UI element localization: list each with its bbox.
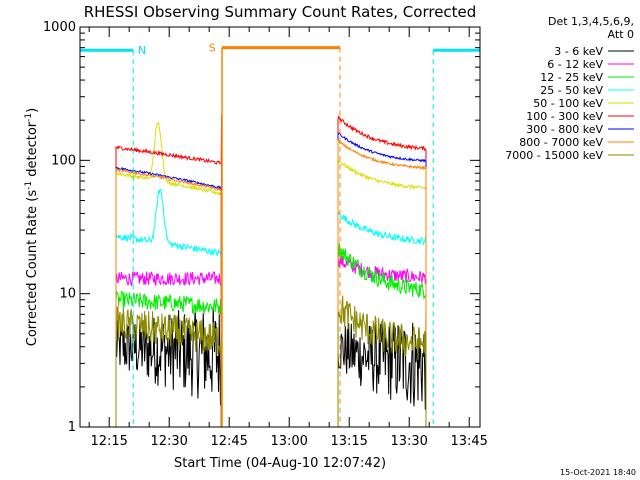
- legend-label: 800 - 7000 keV: [519, 136, 603, 149]
- legend-header-line2: Att 0: [608, 28, 634, 41]
- series-line-2-0: [115, 290, 222, 427]
- y-tick-label: 1: [68, 420, 76, 435]
- night-flag-label: N: [138, 44, 146, 57]
- y-tick-label: 1000: [43, 20, 76, 35]
- x-tick-label: 13:00: [270, 434, 307, 449]
- timestamp: 15-Oct-2021 18:40: [560, 468, 636, 477]
- y-axis-label-sup1: -1: [24, 181, 34, 190]
- y-axis-label-mid: detector: [25, 121, 40, 181]
- series-line-6-1: [337, 132, 427, 427]
- legend-label: 12 - 25 keV: [540, 71, 603, 84]
- y-axis-label-main: Corrected Count Rate (s: [25, 190, 40, 347]
- series-7: [115, 139, 427, 427]
- legend-label: 6 - 12 keV: [547, 58, 603, 71]
- x-axis: 12:15 12:30 12:45 13:00 13:15 13:30 13:45: [88, 27, 488, 449]
- y-axis-label-end: ): [25, 108, 40, 113]
- y-tick-label: 10: [59, 287, 76, 302]
- series-line-7-1: [337, 139, 427, 427]
- x-tick-label: 12:15: [90, 434, 127, 449]
- series-2: [115, 242, 427, 427]
- legend-label: 300 - 800 keV: [526, 123, 603, 136]
- series-line-4-0: [115, 121, 222, 427]
- series-4: [115, 121, 427, 427]
- legend-label: 50 - 100 keV: [533, 97, 603, 110]
- x-tick-label: 13:15: [330, 434, 367, 449]
- x-tick-label: 13:30: [390, 434, 427, 449]
- series-line-4-1: [337, 159, 427, 427]
- series-line-5-0: [115, 114, 223, 427]
- legend-label: 25 - 50 keV: [540, 84, 603, 97]
- x-tick-label: 12:45: [210, 434, 247, 449]
- x-axis-label: Start Time (04-Aug-10 12:07:42): [174, 456, 386, 471]
- series-line-7-0: [115, 168, 222, 427]
- x-tick-label: 13:45: [450, 434, 487, 449]
- series-line-5-1: [337, 115, 427, 427]
- legend-label: 3 - 6 keV: [554, 45, 603, 58]
- y-axis-label: Corrected Count Rate (s-1 detector-1): [24, 108, 40, 346]
- series-line-1-0: [115, 271, 222, 427]
- legend-header-line1: Det 1,3,4,5,6,9,: [548, 15, 634, 28]
- series-3: [115, 189, 427, 427]
- y-axis-label-sup2: -1: [24, 113, 34, 122]
- x-tick-label: 12:30: [150, 434, 187, 449]
- plot-frame: [79, 26, 481, 428]
- series-line-2-1: [337, 242, 427, 427]
- series-line-8-1: [337, 295, 427, 427]
- legend-label: 7000 - 15000 keV: [505, 149, 603, 162]
- series-line-3-0: [115, 189, 222, 427]
- chart-title: RHESSI Observing Summary Count Rates, Co…: [84, 3, 477, 21]
- legend-label: 100 - 300 keV: [526, 110, 603, 123]
- y-axis: 1 10 100 1000: [43, 20, 480, 435]
- series-line-3-1: [337, 210, 427, 427]
- saa-flag-label: S: [209, 42, 216, 55]
- series-layer: [115, 114, 427, 427]
- y-tick-label: 100: [51, 153, 76, 168]
